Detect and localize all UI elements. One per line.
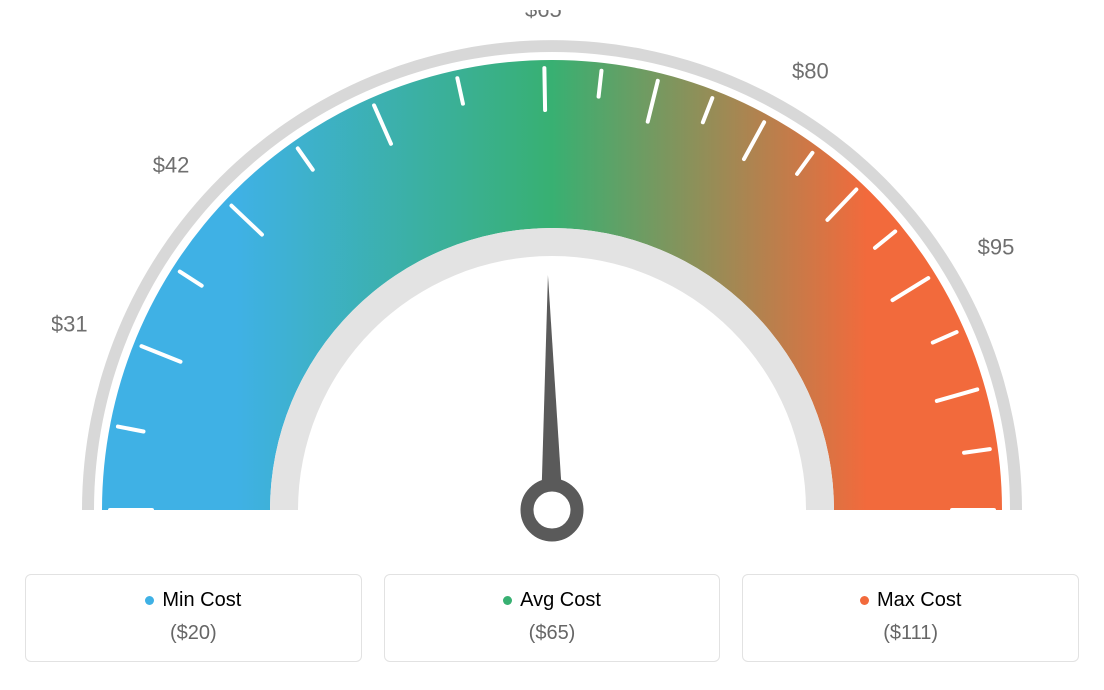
legend-title-text: Avg Cost	[520, 589, 601, 612]
legend-title-text: Max Cost	[877, 589, 961, 612]
legend-row: Min Cost ($20) Avg Cost ($65) Max Cost (…	[0, 574, 1104, 662]
dot-icon	[860, 596, 869, 605]
legend-title-min: Min Cost	[145, 589, 241, 612]
gauge-tick-label: $65	[525, 10, 562, 22]
gauge-tick-label: $95	[978, 235, 1015, 260]
gauge-tick-label: $31	[52, 312, 88, 337]
dot-icon	[145, 596, 154, 605]
legend-value-min: ($20)	[36, 622, 351, 645]
legend-card-avg: Avg Cost ($65)	[384, 574, 721, 662]
legend-value-avg: ($65)	[395, 622, 710, 645]
gauge-tick-label: $80	[792, 58, 829, 83]
legend-value-max: ($111)	[753, 622, 1068, 645]
legend-title-avg: Avg Cost	[503, 589, 601, 612]
legend-title-text: Min Cost	[162, 589, 241, 612]
legend-title-max: Max Cost	[860, 589, 961, 612]
gauge-chart: $20$31$42$65$80$95$111	[0, 0, 1104, 560]
legend-card-max: Max Cost ($111)	[742, 574, 1079, 662]
gauge-svg: $20$31$42$65$80$95$111	[52, 10, 1052, 570]
gauge-tick-label: $42	[153, 153, 190, 178]
legend-card-min: Min Cost ($20)	[25, 574, 362, 662]
dot-icon	[503, 596, 512, 605]
